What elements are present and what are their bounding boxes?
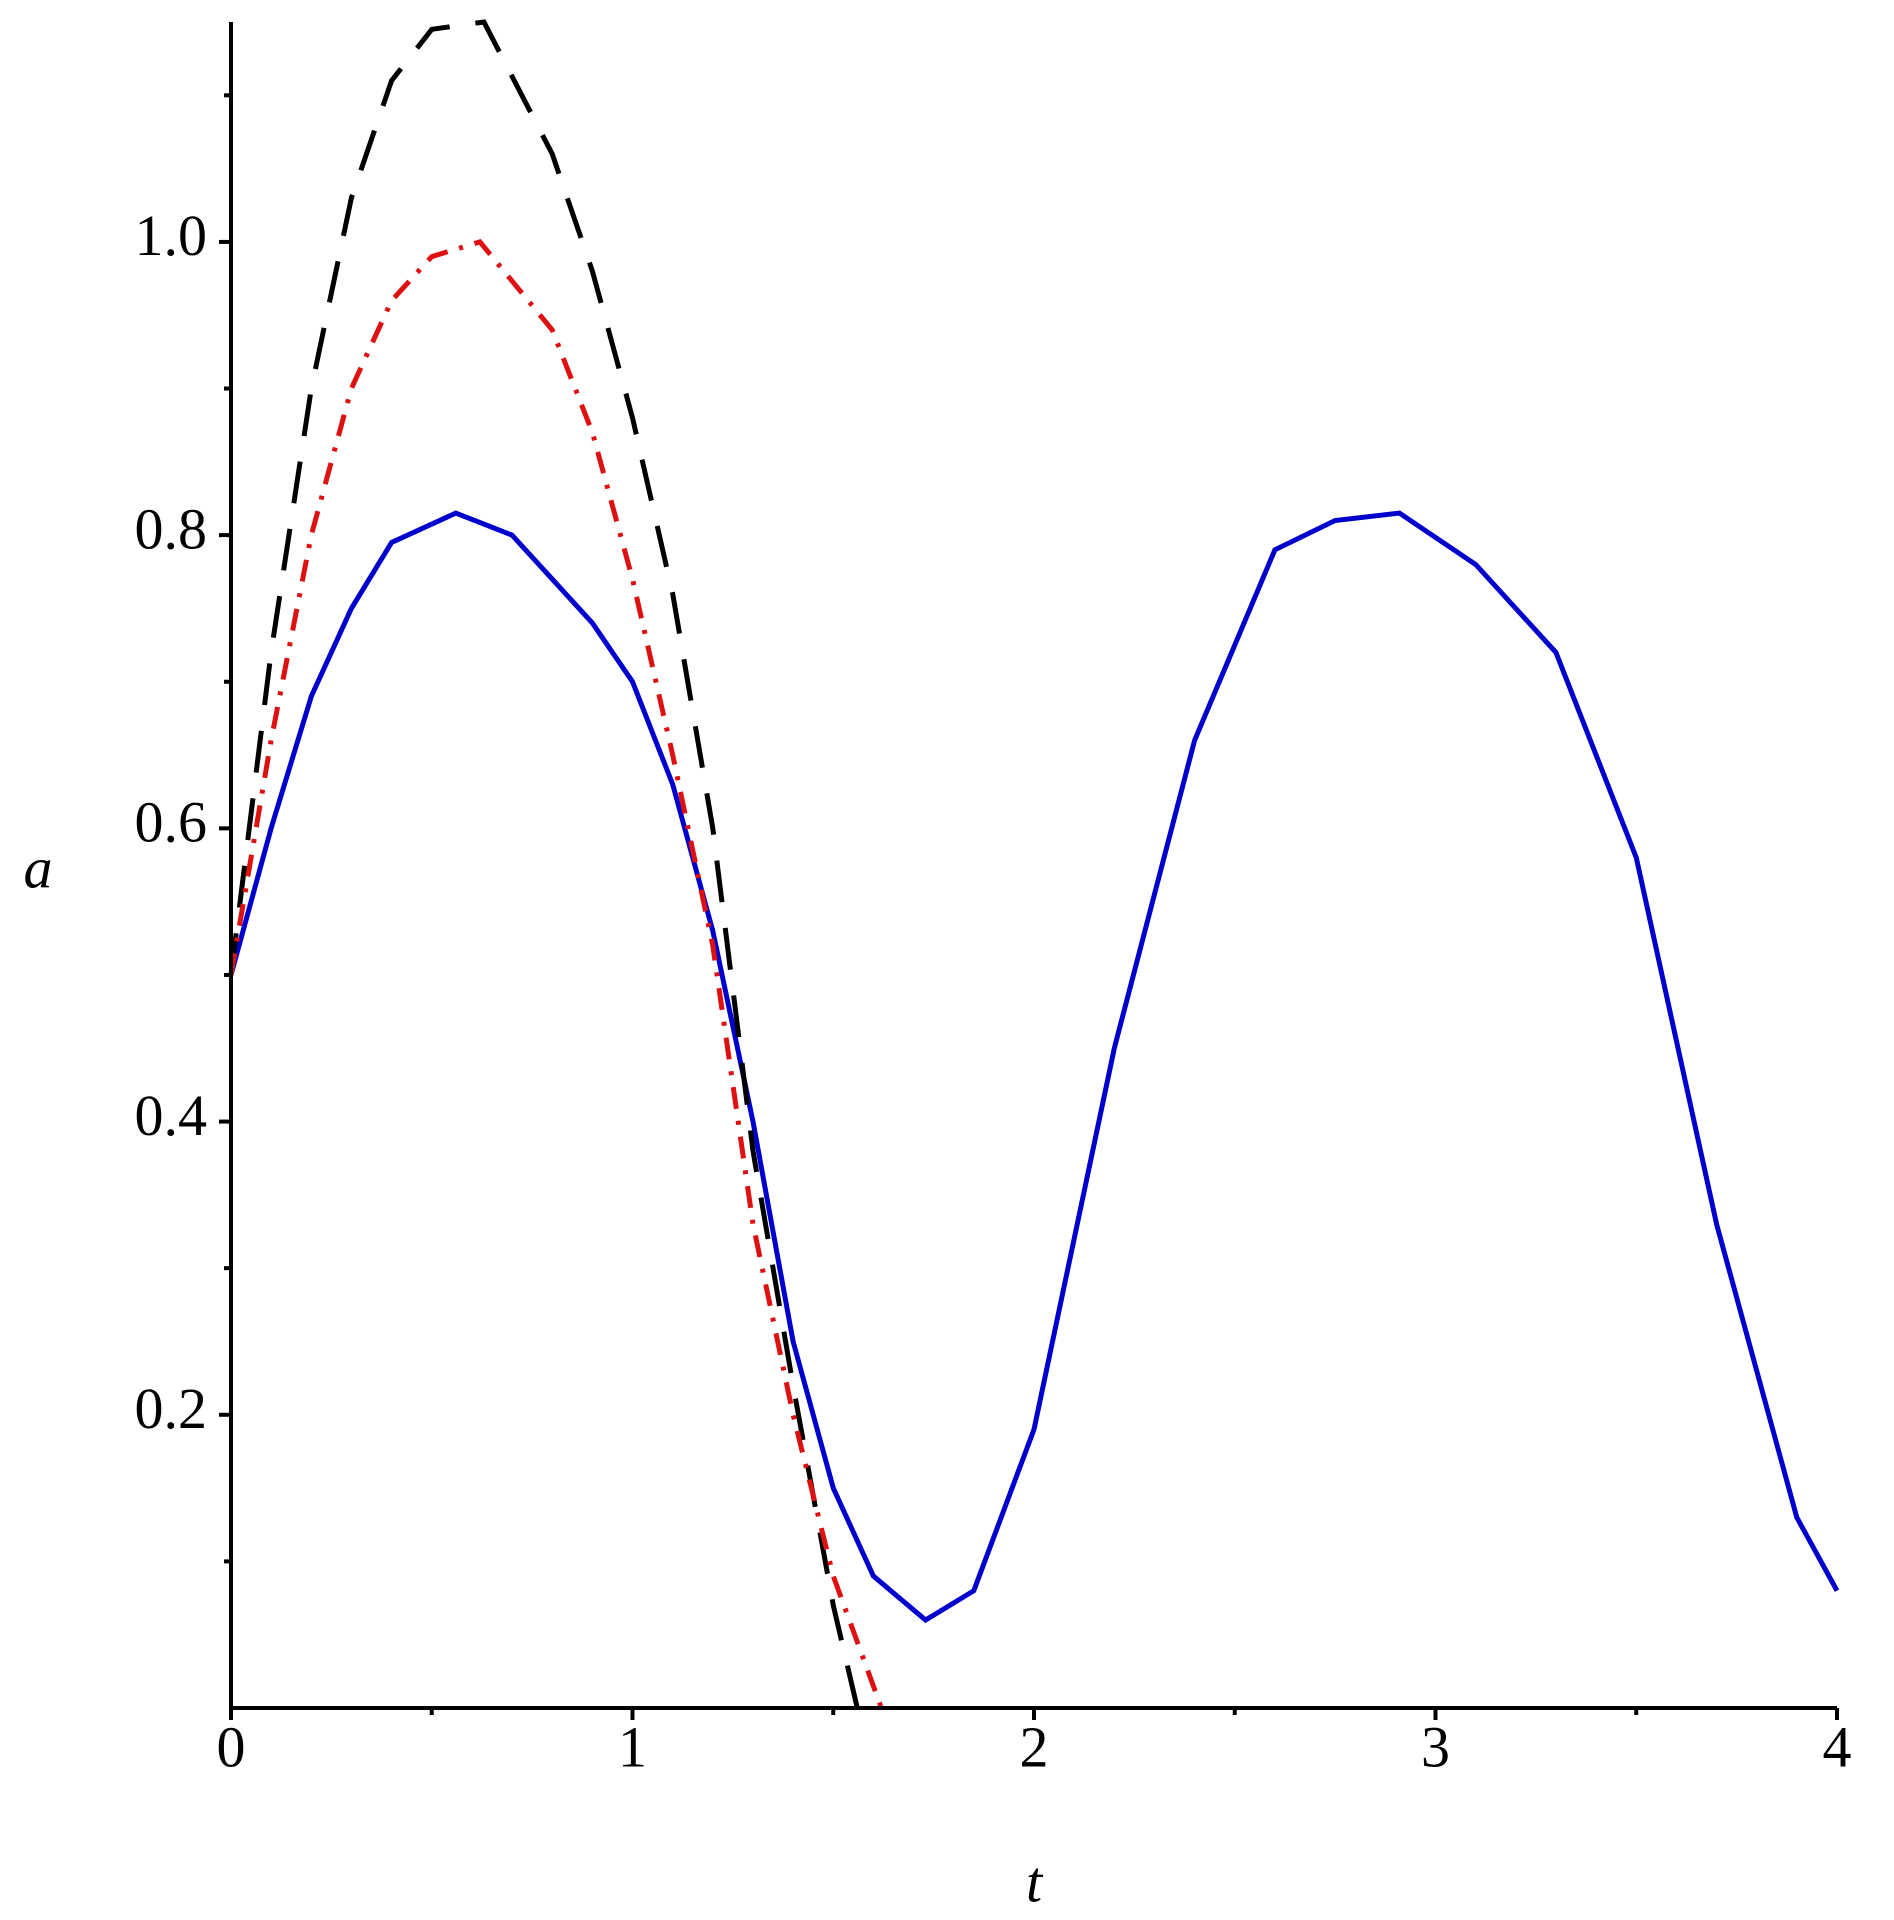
series-line	[228, 510, 1840, 1624]
y-tick-label: 0.2	[135, 1376, 208, 1441]
y-tick-label: 0.6	[135, 790, 208, 855]
y-tick-label: 0.4	[135, 1083, 208, 1148]
x-tick-label: 1	[618, 1714, 647, 1779]
x-tick-label: 4	[1823, 1714, 1852, 1779]
x-tick-label: 3	[1421, 1714, 1450, 1779]
x-tick-label: 0	[217, 1714, 246, 1779]
y-axis-label: a	[24, 835, 53, 900]
series-line	[228, 239, 884, 1709]
x-axis-label: t	[1026, 1849, 1044, 1914]
x-tick-label: 2	[1020, 1714, 1049, 1779]
y-tick-label: 0.8	[135, 496, 208, 561]
y-tick-label: 1.0	[135, 203, 208, 268]
series-line	[228, 19, 860, 1709]
